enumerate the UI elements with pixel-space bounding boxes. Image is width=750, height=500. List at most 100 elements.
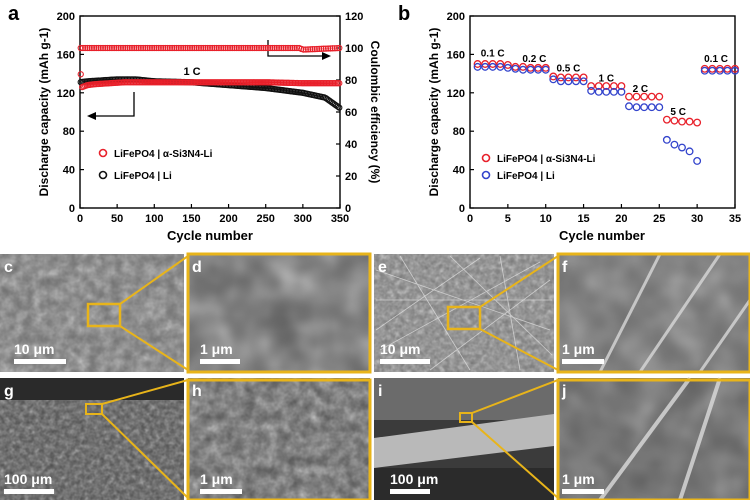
chart-a-point-ce (307, 46, 314, 53)
chart-b-point-li (662, 135, 671, 144)
chart-a-point-ce (168, 44, 176, 52)
chart-a-point-ce (300, 46, 307, 53)
chart-b-point-si (670, 116, 679, 125)
panel-letter-a: a (8, 3, 20, 25)
chart-b-point-li (647, 103, 656, 112)
sem-panel-letter: j (561, 383, 566, 400)
chart-a-point-ce (175, 44, 182, 52)
chart-a-point-ce (253, 44, 260, 52)
chart-b-xtick-label: 0 (467, 213, 473, 225)
sem-scale-label: 100 μm (4, 471, 52, 487)
chart-b-point-li (685, 147, 694, 156)
chart-a-point-ce (262, 44, 269, 52)
chart-a-y2tick-label: 20 (345, 171, 357, 183)
chart-a-point-ce (291, 44, 298, 52)
chart-a-point-ce (287, 44, 294, 52)
chart-b-point-li (670, 140, 679, 149)
chart-a-xtick-label: 0 (77, 213, 83, 225)
sem-scale-bar (380, 359, 430, 364)
chart-a-point-ce (137, 44, 145, 52)
chart-a-point-ce (160, 44, 167, 52)
chart-a-y2tick-label: 80 (345, 75, 357, 87)
chart-a-point-ce (246, 44, 254, 52)
chart-a-arrow-capacity (87, 92, 135, 120)
chart-a-point-ce (244, 44, 252, 52)
chart-a-point-ce (151, 44, 158, 52)
chart-b-point-li (594, 87, 603, 96)
chart-a-y2tick-label: 100 (345, 43, 363, 55)
chart-a-point-ce (316, 45, 323, 53)
chart-a-point-ce (318, 45, 325, 52)
chart-b-point-li (587, 86, 596, 95)
chart-a-point-ce (284, 44, 292, 52)
chart-a-point-ce (280, 44, 287, 52)
chart-a-point-ce (231, 44, 238, 52)
sem-scale-label: 1 μm (562, 471, 595, 487)
chart-a-legend-marker (98, 148, 108, 158)
chart-b-point-li (481, 62, 490, 71)
sem-scale-label: 1 μm (562, 341, 595, 357)
chart-a-y2tick-label: 60 (345, 107, 357, 119)
chart-a-point-ce (240, 44, 247, 52)
sem-scale-label: 1 μm (200, 471, 233, 487)
chart-b-rate-label: 0.5 C (556, 64, 580, 75)
chart-a-point-ce (97, 44, 104, 52)
chart-a-point-ce (309, 46, 316, 53)
chart-b-frame (469, 15, 736, 209)
chart-a-point-ce (77, 44, 84, 52)
chart-a-point-ce (133, 44, 140, 52)
chart-a-point-ce (329, 45, 336, 52)
chart-a-point-ce (128, 44, 136, 52)
chart-b-legend-label: LiFePO4 | Li (497, 171, 555, 182)
chart-a-point-ce (200, 44, 207, 52)
chart-b-point-li (519, 65, 527, 74)
sem-scale-label: 100 μm (390, 471, 438, 487)
sem-panel-letter: c (4, 259, 13, 276)
chart-a-point-ce (267, 44, 274, 52)
chart-b-point-li (579, 77, 588, 86)
chart-b-point-li (708, 66, 717, 75)
chart-b-point-si (519, 62, 527, 71)
sem-panel-j (556, 376, 750, 500)
chart-a-point-ce (304, 46, 312, 53)
chart-b-xtick-label: 10 (540, 213, 552, 225)
chart-b-point-li (678, 143, 686, 152)
chart-a-point-ce (102, 44, 109, 52)
chart-a-point-ce (209, 44, 216, 52)
chart-b-xlabel: Cycle number (559, 228, 645, 243)
chart-b-ytick-label: 120 (447, 88, 465, 100)
chart-a-point-ce (93, 44, 100, 52)
chart-b-point-li (564, 77, 573, 86)
chart-a-point-ce (166, 44, 174, 52)
chart-b-point-si (625, 92, 633, 101)
chart-a-point-ce (311, 45, 318, 53)
chart-a-point-ce (155, 44, 162, 52)
chart-b-point-si (678, 117, 686, 126)
chart-a-point-ce (327, 45, 334, 52)
chart-a-point-ce (180, 44, 187, 52)
chart-a-point-ce (197, 44, 205, 52)
chart-b-point-li (526, 65, 535, 74)
chart-b-point-li (549, 75, 558, 84)
chart-a-xtick-label: 150 (182, 213, 200, 225)
chart-b-legend-label: LiFePO4 | α-Si3N4-Li (497, 154, 596, 165)
chart-b-point-li (534, 65, 543, 74)
chart-b-point-li (473, 62, 482, 71)
chart-b-point-si (549, 72, 558, 81)
sem-panel-letter: f (562, 259, 568, 276)
sem-scale-bar (390, 489, 430, 494)
chart-b-point-si (496, 60, 505, 68)
chart-b-point-li (602, 87, 611, 96)
chart-b-point-li (731, 66, 739, 75)
chart-b-point-li (488, 62, 497, 71)
chart-a-y2tick-label: 40 (345, 139, 357, 151)
chart-a-point-ce (177, 44, 185, 52)
chart-b-point-si (556, 73, 565, 82)
chart-a-point-ce (215, 44, 223, 52)
chart-a-point-ce (86, 44, 93, 52)
chart-b-xtick-label: 5 (505, 213, 511, 225)
chart-a-point-ce (331, 45, 338, 52)
chart-a-point-ce (171, 44, 178, 52)
chart-a-point-ce (258, 44, 265, 52)
chart-a-annotation: 1 C (183, 66, 200, 78)
